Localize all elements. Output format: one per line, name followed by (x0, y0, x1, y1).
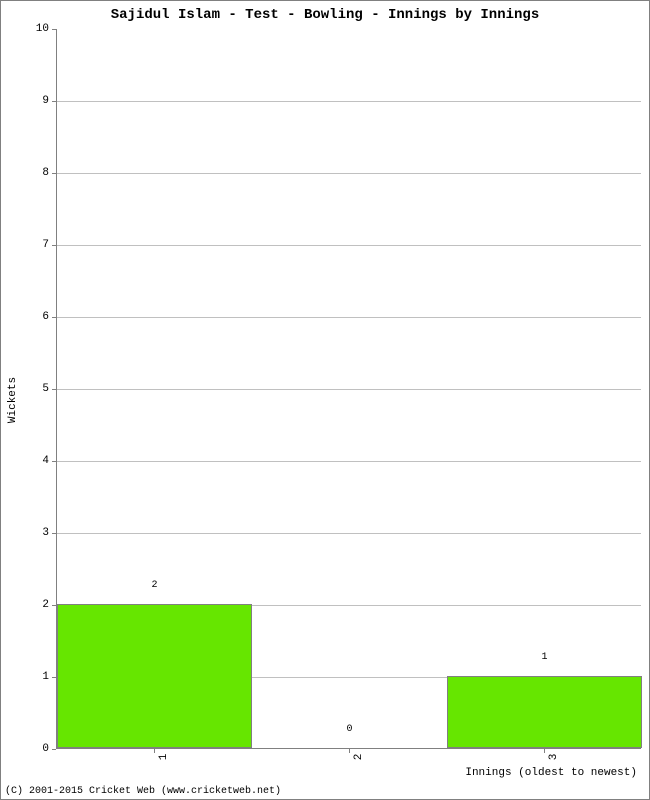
bar (57, 604, 252, 748)
y-tick-mark (52, 605, 56, 606)
x-tick-label: 1 (158, 754, 170, 761)
y-tick-mark (52, 245, 56, 246)
x-axis-label: Innings (oldest to newest) (465, 767, 637, 779)
x-tick-label: 3 (548, 754, 560, 761)
chart-container: Sajidul Islam - Test - Bowling - Innings… (0, 0, 650, 800)
y-tick-label: 0 (42, 743, 49, 755)
gridline (57, 317, 641, 318)
y-tick-label: 10 (36, 23, 49, 35)
gridline (57, 533, 641, 534)
gridline (57, 461, 641, 462)
y-tick-mark (52, 173, 56, 174)
y-axis-label: Wickets (7, 377, 19, 423)
y-tick-mark (52, 317, 56, 318)
bar-value-label: 2 (151, 580, 157, 591)
y-tick-label: 8 (42, 167, 49, 179)
plot-area: 2 0 1 (56, 29, 641, 749)
gridline (57, 173, 641, 174)
y-tick-label: 7 (42, 239, 49, 251)
y-tick-mark (52, 101, 56, 102)
x-tick-mark (544, 749, 545, 753)
y-tick-mark (52, 389, 56, 390)
chart-title: Sajidul Islam - Test - Bowling - Innings… (1, 7, 649, 23)
y-tick-label: 3 (42, 527, 49, 539)
x-tick-mark (349, 749, 350, 753)
x-tick-label: 2 (353, 754, 365, 761)
y-tick-mark (52, 677, 56, 678)
gridline (57, 389, 641, 390)
y-tick-label: 2 (42, 599, 49, 611)
gridline (57, 101, 641, 102)
bar-value-label: 1 (541, 652, 547, 663)
y-tick-label: 9 (42, 95, 49, 107)
bar-value-label: 0 (346, 724, 352, 735)
copyright-text: (C) 2001-2015 Cricket Web (www.cricketwe… (5, 786, 281, 797)
y-tick-mark (52, 533, 56, 534)
y-tick-mark (52, 749, 56, 750)
y-tick-label: 6 (42, 311, 49, 323)
x-tick-mark (154, 749, 155, 753)
y-tick-label: 4 (42, 455, 49, 467)
y-tick-label: 5 (42, 383, 49, 395)
y-tick-mark (52, 29, 56, 30)
y-tick-label: 1 (42, 671, 49, 683)
y-tick-mark (52, 461, 56, 462)
bar (447, 676, 642, 748)
gridline (57, 245, 641, 246)
